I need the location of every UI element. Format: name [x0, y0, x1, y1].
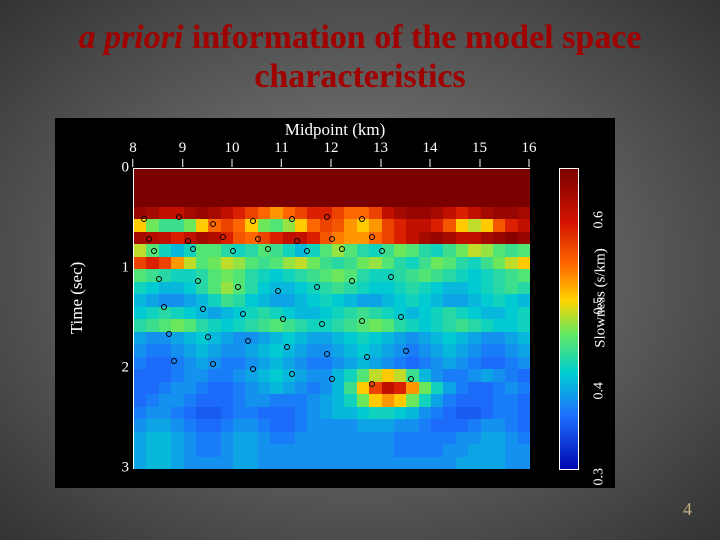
- scatter-point: [349, 278, 355, 284]
- y-tick: 0: [122, 160, 130, 177]
- x-axis-title: Midpoint (km): [55, 120, 615, 140]
- scatter-point: [319, 321, 325, 327]
- scatter-point: [324, 214, 330, 220]
- scatter-point: [151, 248, 157, 254]
- x-tick: 14: [423, 140, 438, 167]
- title-italic: a priori: [79, 19, 184, 56]
- colorbar-tick: 0.3: [591, 468, 607, 486]
- scatter-point: [195, 278, 201, 284]
- scatter-point: [289, 216, 295, 222]
- y-tick: 1: [122, 260, 130, 277]
- x-tick: 10: [225, 140, 240, 167]
- scatter-point: [289, 371, 295, 377]
- scatter-point: [161, 304, 167, 310]
- scatter-point: [265, 246, 271, 252]
- y-axis-ticks: 0123: [99, 168, 129, 468]
- scatter-point: [156, 276, 162, 282]
- y-axis-title: Time (sec): [67, 178, 87, 418]
- scatter-point: [304, 248, 310, 254]
- heatmap-figure: Midpoint (km) 8910111213141516 Time (sec…: [55, 118, 615, 488]
- scatter-point: [408, 376, 414, 382]
- scatter-point: [275, 288, 281, 294]
- scatter-point: [176, 214, 182, 220]
- colorbar-ticks: 0.30.40.50.6: [579, 168, 599, 468]
- heatmap-plot: [133, 168, 530, 469]
- scatter-point: [359, 216, 365, 222]
- x-tick: 15: [472, 140, 487, 167]
- scatter-point: [369, 381, 375, 387]
- scatter-point: [359, 318, 365, 324]
- scatter-point: [329, 376, 335, 382]
- scatter-point: [403, 348, 409, 354]
- slide-title: a priori information of the model space …: [0, 0, 720, 96]
- scatter-point: [141, 216, 147, 222]
- scatter-point: [146, 236, 152, 242]
- scatter-point: [250, 218, 256, 224]
- y-tick: 3: [122, 460, 130, 477]
- y-tick: 2: [122, 360, 130, 377]
- scatter-point: [210, 221, 216, 227]
- title-rest: information of the model space character…: [183, 19, 641, 95]
- x-axis-ticks: 8910111213141516: [133, 140, 529, 170]
- scatter-point: [250, 366, 256, 372]
- x-tick: 16: [522, 140, 537, 167]
- scatter-point: [379, 248, 385, 254]
- page-number: 4: [683, 499, 692, 520]
- scatter-point: [235, 284, 241, 290]
- x-tick: 13: [373, 140, 388, 167]
- colorbar-tick: 0.4: [591, 382, 607, 400]
- scatter-point: [369, 234, 375, 240]
- scatter-point: [280, 316, 286, 322]
- scatter-point: [230, 248, 236, 254]
- colorbar: [559, 168, 579, 470]
- x-tick: 11: [274, 140, 288, 167]
- x-tick: 9: [179, 140, 187, 167]
- scatter-point: [284, 344, 290, 350]
- scatter-point: [185, 238, 191, 244]
- colorbar-tick: 0.6: [591, 211, 607, 229]
- scatter-point: [398, 314, 404, 320]
- scatter-overlay: [134, 169, 530, 469]
- scatter-point: [190, 246, 196, 252]
- scatter-point: [388, 274, 394, 280]
- scatter-point: [294, 238, 300, 244]
- scatter-point: [339, 246, 345, 252]
- scatter-point: [324, 351, 330, 357]
- scatter-point: [245, 338, 251, 344]
- scatter-point: [171, 358, 177, 364]
- scatter-point: [200, 306, 206, 312]
- scatter-point: [210, 361, 216, 367]
- scatter-point: [205, 334, 211, 340]
- colorbar-tick: 0.5: [591, 297, 607, 315]
- scatter-point: [364, 354, 370, 360]
- x-tick: 12: [324, 140, 339, 167]
- scatter-point: [166, 331, 172, 337]
- scatter-point: [220, 234, 226, 240]
- scatter-point: [240, 311, 246, 317]
- scatter-point: [329, 236, 335, 242]
- x-tick: 8: [129, 140, 137, 167]
- scatter-point: [255, 236, 261, 242]
- scatter-point: [314, 284, 320, 290]
